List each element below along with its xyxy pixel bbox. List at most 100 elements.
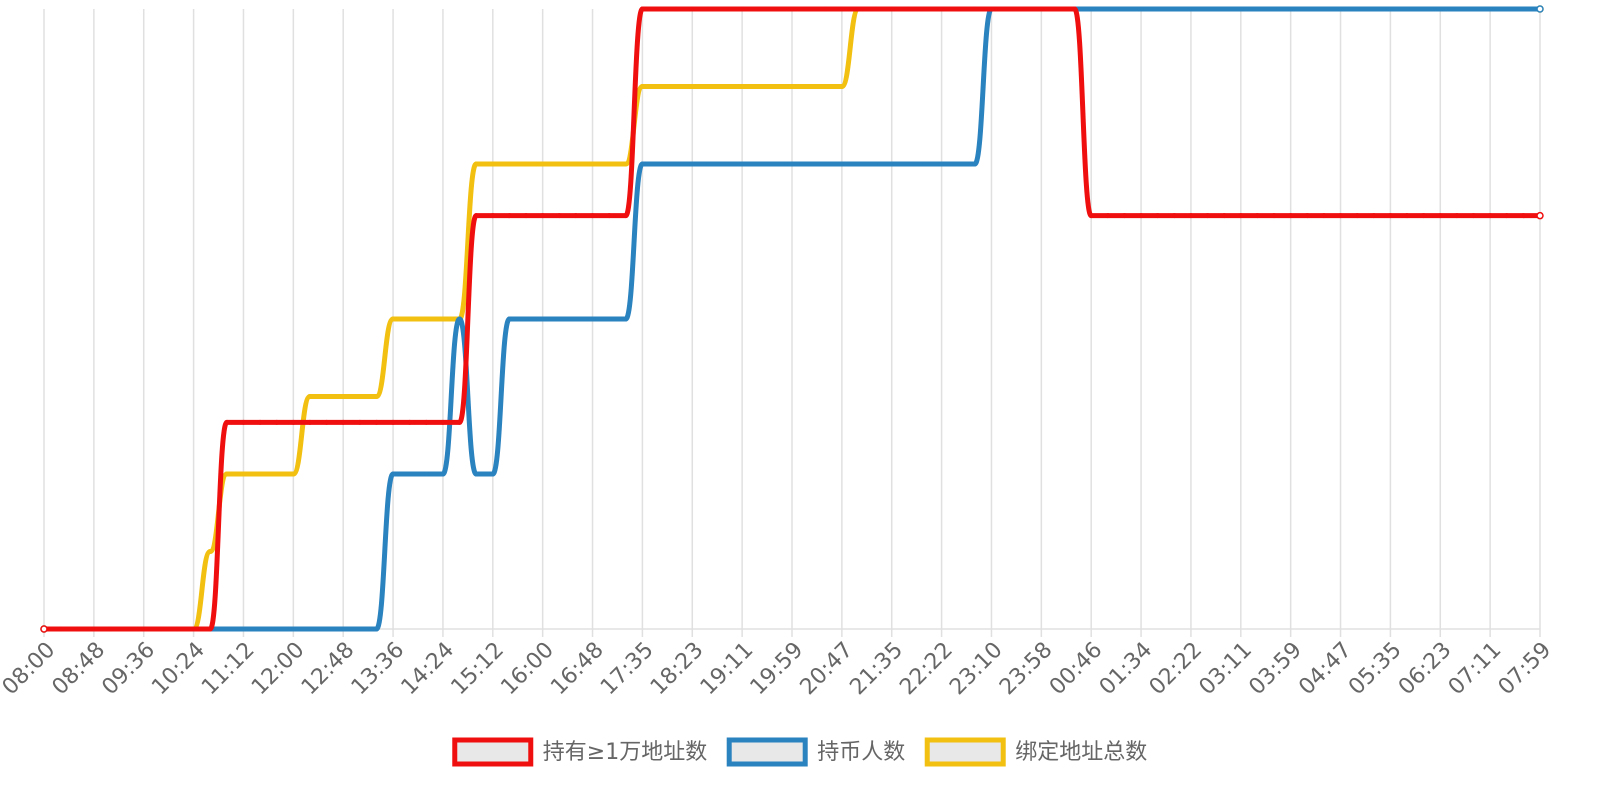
data-point: [972, 161, 978, 167]
legend-swatch: [452, 737, 534, 767]
data-point: [1471, 6, 1477, 12]
data-point: [789, 84, 795, 89]
data-point: [1138, 213, 1144, 219]
data-point: [357, 394, 363, 399]
data-point: [1354, 213, 1360, 219]
data-point: [1105, 213, 1111, 219]
data-point: [639, 84, 645, 89]
data-point: [889, 161, 895, 167]
data-point: [839, 161, 845, 167]
data-point: [324, 394, 330, 399]
data-point: [40, 625, 48, 633]
legend-label: 持币人数: [817, 740, 905, 765]
data-point: [806, 161, 812, 167]
data-point: [872, 161, 878, 167]
data-point: [673, 6, 679, 12]
data-point: [473, 471, 479, 477]
x-tick-label: 19:11: [696, 638, 759, 701]
x-tick-label: 05:35: [1344, 638, 1407, 701]
x-tick-label: 00:46: [1045, 638, 1108, 701]
data-point: [1487, 6, 1493, 12]
data-point: [1205, 6, 1211, 12]
data-point: [307, 626, 313, 632]
data-point: [1121, 213, 1127, 219]
data-point: [407, 419, 413, 425]
data-point: [606, 213, 612, 219]
data-point: [1471, 213, 1477, 219]
data-point: [1487, 213, 1493, 219]
data-point: [706, 6, 712, 12]
data-point: [1338, 213, 1344, 219]
legend-swatch: [924, 737, 1006, 767]
data-point: [623, 161, 629, 167]
data-point: [91, 626, 97, 632]
data-point: [590, 316, 596, 322]
data-point: [390, 419, 396, 425]
data-point: [340, 626, 346, 632]
data-point: [423, 471, 429, 477]
x-tick-label: 13:36: [347, 638, 410, 701]
data-point: [1354, 6, 1360, 12]
legend-label: 持有≥1万地址数: [543, 740, 707, 765]
x-tick-label: 23:10: [945, 638, 1008, 701]
data-point: [373, 419, 379, 425]
data-point: [905, 161, 911, 167]
data-point: [1155, 213, 1161, 219]
data-point: [556, 316, 562, 322]
data-point: [556, 161, 562, 167]
data-point: [756, 161, 762, 167]
data-point: [523, 316, 529, 322]
data-point: [772, 161, 778, 167]
data-point: [1105, 6, 1111, 12]
data-point: [58, 626, 64, 632]
data-point: [772, 6, 778, 12]
data-point: [457, 419, 463, 425]
data-point: [988, 6, 994, 12]
data-point: [1121, 6, 1127, 12]
data-point: [290, 471, 296, 477]
data-point: [855, 6, 861, 12]
data-point: [689, 84, 695, 89]
data-point: [324, 419, 330, 425]
data-point: [290, 626, 296, 632]
data-point: [224, 419, 230, 425]
x-tick-label: 07:59: [1494, 638, 1557, 701]
data-point: [490, 213, 496, 219]
data-point: [623, 213, 629, 219]
data-point: [822, 6, 828, 12]
data-point: [673, 161, 679, 167]
data-point: [1520, 213, 1526, 219]
x-tick-label: 16:48: [546, 638, 609, 701]
data-point: [1205, 213, 1211, 219]
series-line: [44, 6, 1540, 632]
x-tick-label: 12:48: [297, 638, 360, 701]
data-point: [573, 213, 579, 219]
x-tick-label: 08:00: [0, 638, 60, 701]
data-point: [1371, 6, 1377, 12]
data-point: [1387, 6, 1393, 12]
data-point: [224, 471, 230, 477]
data-point: [673, 84, 679, 89]
x-tick-label: 12:00: [247, 638, 310, 701]
data-point: [357, 419, 363, 425]
data-point: [806, 84, 812, 89]
data-point: [1055, 6, 1061, 12]
data-point: [1371, 213, 1377, 219]
data-point: [1288, 213, 1294, 219]
data-point: [1038, 6, 1044, 12]
data-point: [1088, 213, 1094, 219]
data-point: [207, 626, 213, 632]
data-point: [1421, 213, 1427, 219]
data-point: [157, 626, 163, 632]
data-point: [257, 471, 263, 477]
data-point: [639, 6, 645, 12]
data-point: [506, 213, 512, 219]
data-point: [490, 471, 496, 477]
data-point: [440, 471, 446, 477]
data-point: [490, 161, 496, 167]
data-point: [274, 626, 280, 632]
data-point: [656, 6, 662, 12]
data-point: [590, 161, 596, 167]
data-point: [124, 626, 130, 632]
